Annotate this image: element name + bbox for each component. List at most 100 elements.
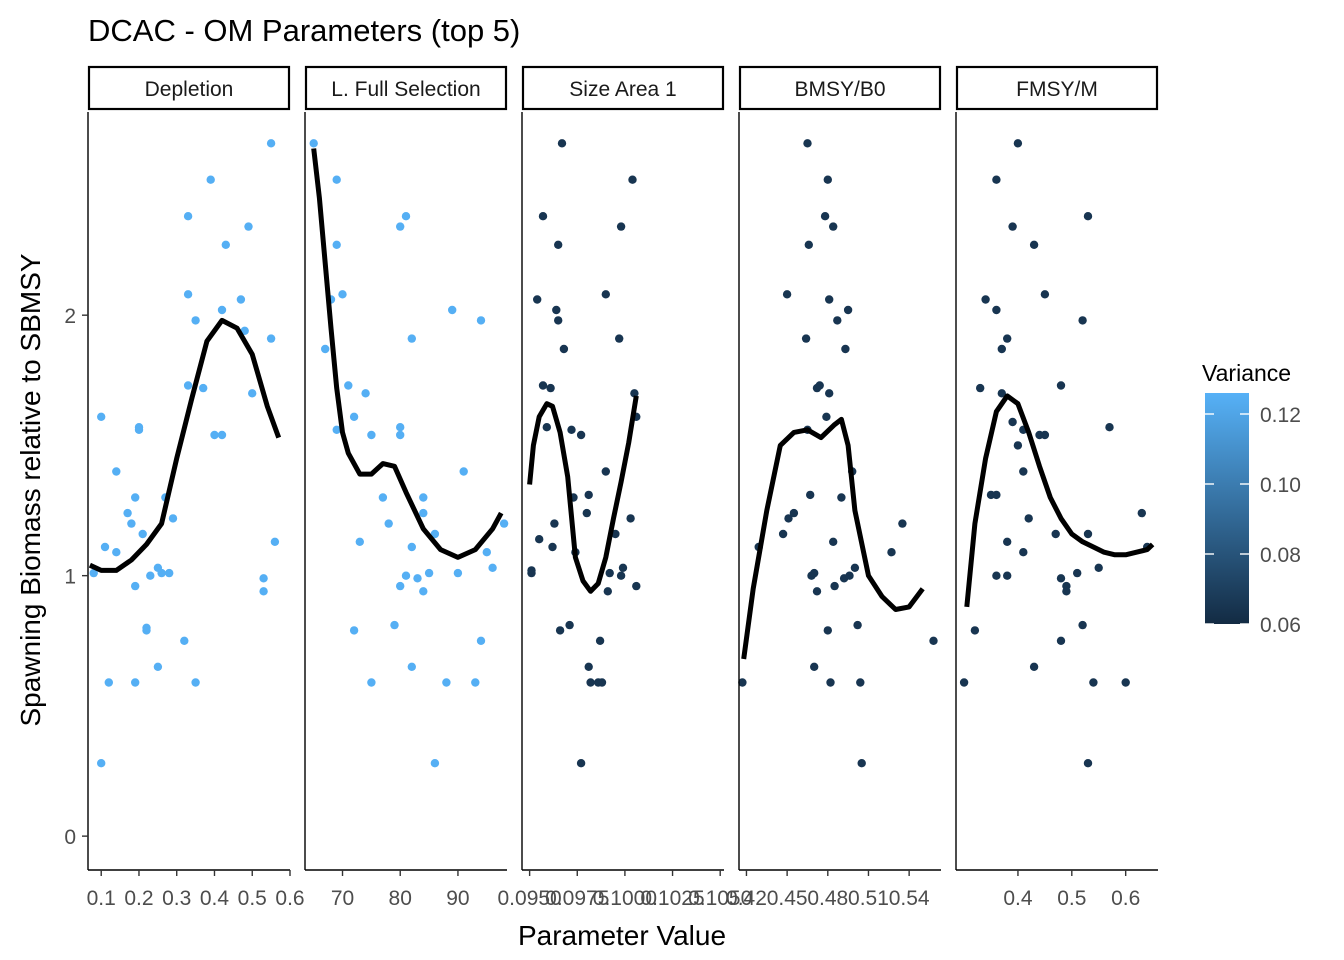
data-point xyxy=(582,508,591,518)
data-point xyxy=(248,389,257,398)
data-point xyxy=(1062,587,1071,596)
data-point xyxy=(823,175,832,184)
smooth-line xyxy=(741,416,925,660)
data-point xyxy=(459,467,468,476)
data-point xyxy=(552,305,561,315)
data-point xyxy=(453,568,463,578)
data-point xyxy=(584,662,593,671)
x-axis-title: Parameter Value xyxy=(518,920,726,951)
data-point xyxy=(210,430,219,440)
data-point xyxy=(407,334,416,343)
data-point xyxy=(857,759,866,768)
y-axis-title: Spawning Biomass relative to SBMSY xyxy=(15,253,46,726)
data-point xyxy=(803,139,812,148)
data-point xyxy=(191,678,200,687)
data-point xyxy=(778,529,788,539)
x-tick-label: 0.1000 xyxy=(593,887,657,910)
data-point xyxy=(628,175,637,184)
data-point xyxy=(618,563,628,572)
data-point xyxy=(538,212,548,221)
data-point xyxy=(100,542,110,552)
y-tick-label: 0 xyxy=(64,826,76,849)
data-point xyxy=(361,389,370,398)
data-point xyxy=(548,542,557,552)
data-point xyxy=(784,514,793,523)
data-point xyxy=(157,568,166,578)
smooth-line xyxy=(964,393,1155,608)
facet-strip xyxy=(304,65,508,111)
data-point xyxy=(959,678,969,687)
facet-strip xyxy=(738,65,942,111)
data-point xyxy=(142,623,151,632)
y-tick-label: 2 xyxy=(64,305,76,328)
smooth-line xyxy=(88,317,282,573)
facet-label: Depletion xyxy=(145,78,234,101)
data-point xyxy=(833,316,842,325)
data-point xyxy=(407,542,416,552)
data-point xyxy=(482,548,491,557)
data-point xyxy=(378,493,388,502)
data-point xyxy=(1029,240,1039,249)
x-tick-label: 80 xyxy=(389,887,412,910)
data-point xyxy=(309,139,318,148)
data-point xyxy=(584,490,593,500)
data-point xyxy=(1056,574,1066,583)
data-point xyxy=(825,389,834,398)
x-tick-label: 0.45 xyxy=(767,887,808,910)
data-point xyxy=(266,334,276,343)
data-point xyxy=(1089,678,1098,687)
data-point xyxy=(1013,139,1023,148)
data-point xyxy=(576,759,586,768)
data-point xyxy=(1019,467,1028,476)
x-tick-label: 0.4 xyxy=(1003,887,1033,910)
data-point xyxy=(221,240,230,249)
data-point xyxy=(168,514,178,523)
facet-strip xyxy=(87,65,291,111)
data-point xyxy=(826,678,835,687)
data-point xyxy=(499,519,509,528)
data-point xyxy=(898,519,907,528)
data-point xyxy=(448,305,457,315)
x-tick-label: 0.0950 xyxy=(498,887,562,910)
data-point xyxy=(332,240,341,249)
data-point xyxy=(332,175,341,184)
data-point xyxy=(1008,222,1017,231)
data-point xyxy=(616,222,626,231)
data-point xyxy=(413,574,422,583)
x-tick-label: 0.3 xyxy=(162,887,191,910)
legend-tick-label: 0.12 xyxy=(1260,404,1301,427)
data-point xyxy=(789,508,799,518)
facet-label: BMSY/B0 xyxy=(794,78,885,101)
data-point xyxy=(259,574,268,583)
data-point xyxy=(603,587,612,596)
data-point xyxy=(559,344,569,354)
facet-strip xyxy=(955,65,1159,111)
data-point xyxy=(131,678,140,687)
x-tick-label: 0.0975 xyxy=(545,887,609,910)
data-point xyxy=(1078,620,1087,630)
legend-tick-label: 0.08 xyxy=(1260,544,1301,567)
data-point xyxy=(367,678,376,687)
data-point xyxy=(1137,508,1147,518)
data-point xyxy=(217,305,227,315)
data-point xyxy=(419,493,428,502)
facet-label: L. Full Selection xyxy=(331,78,480,101)
data-point xyxy=(567,425,576,434)
data-point xyxy=(419,587,428,596)
data-point xyxy=(131,581,140,591)
x-tick-label: 0.51 xyxy=(848,887,889,910)
x-tick-label: 0.1 xyxy=(87,887,116,910)
data-point xyxy=(183,212,193,221)
data-point xyxy=(1024,514,1033,523)
data-point xyxy=(1083,212,1093,221)
data-point xyxy=(804,240,813,249)
data-point xyxy=(632,581,641,591)
data-point xyxy=(259,587,268,596)
data-point xyxy=(430,529,440,539)
data-point xyxy=(442,678,451,687)
data-point xyxy=(97,759,106,768)
data-point xyxy=(565,620,574,630)
x-tick-label: 0.2 xyxy=(124,887,153,910)
data-point xyxy=(390,620,399,630)
